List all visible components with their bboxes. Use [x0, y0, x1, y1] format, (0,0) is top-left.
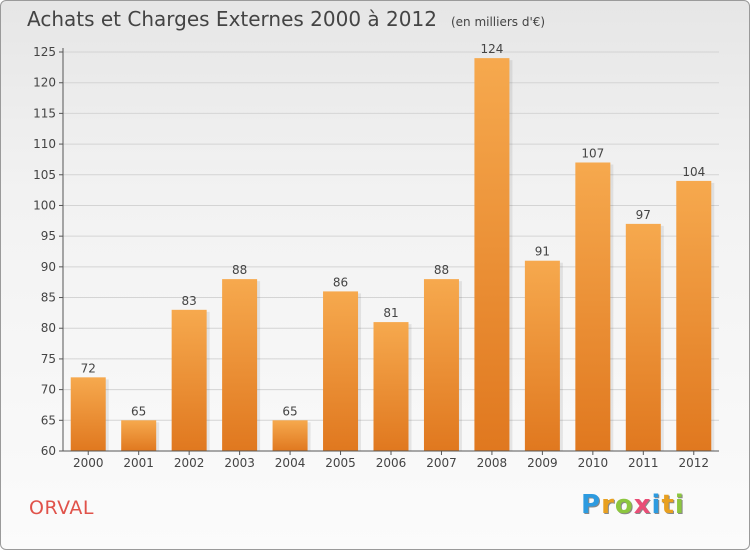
x-tick-label-2000: 2000 — [73, 456, 104, 470]
y-tick-label-60: 60 — [41, 444, 56, 458]
x-tick-label-2012: 2012 — [678, 456, 709, 470]
x-tick-label-2008: 2008 — [477, 456, 508, 470]
y-tick-label-80: 80 — [41, 321, 56, 335]
bar-2005 — [323, 291, 359, 451]
bar-layer: 72 65 83 88 65 86 81 88 124 91 107 97 104 — [70, 42, 715, 452]
logo-letter: P — [581, 490, 602, 520]
title-unit: (en milliers d'€) — [450, 15, 546, 29]
y-tick-label-115: 115 — [33, 106, 56, 120]
bar-2009 — [524, 260, 560, 451]
logo-letter: x — [633, 490, 652, 520]
x-tick-label-2009: 2009 — [527, 456, 558, 470]
bar-2000 — [70, 377, 106, 451]
data-label-2002: 83 — [182, 294, 197, 308]
y-tick-label-100: 100 — [33, 198, 56, 212]
y-tick-label-65: 65 — [41, 413, 56, 427]
data-label-2008: 124 — [480, 42, 503, 56]
x-tick-label-2003: 2003 — [224, 456, 255, 470]
bar-2001 — [121, 420, 157, 451]
bar-2010 — [575, 162, 611, 451]
logo-letter: t — [661, 490, 675, 520]
chart-title: Achats et Charges Externes 2000 à 2012 (e… — [27, 7, 545, 31]
proxiti-logo: Proxiti — [581, 490, 685, 520]
data-label-2012: 104 — [682, 165, 705, 179]
x-tick-label-2007: 2007 — [426, 456, 457, 470]
bar-2004 — [272, 420, 308, 451]
bar-2006 — [373, 322, 409, 451]
y-tick-label-125: 125 — [33, 45, 56, 59]
data-label-2004: 65 — [282, 404, 297, 418]
x-tick-label-2002: 2002 — [174, 456, 205, 470]
logo-letter: i — [674, 490, 685, 520]
y-tick-label-110: 110 — [33, 137, 56, 151]
x-tick-label-2010: 2010 — [578, 456, 609, 470]
y-tick-label-85: 85 — [41, 291, 56, 305]
logo-letter: i — [651, 490, 662, 520]
data-label-2005: 86 — [333, 275, 348, 289]
commune-name: ORVAL — [29, 497, 94, 519]
y-tick-label-105: 105 — [33, 168, 56, 182]
logo-letter: r — [601, 490, 615, 520]
title-text: Achats et Charges Externes 2000 à 2012 — [27, 7, 437, 31]
data-label-2003: 88 — [232, 263, 247, 277]
data-label-2009: 91 — [535, 245, 550, 259]
x-tick-label-2001: 2001 — [123, 456, 154, 470]
x-tick-label-2006: 2006 — [376, 456, 407, 470]
axis-layer: 60 65 70 75 80 85 90 95 100 105 110 115 120 125 2000 20… — [33, 45, 719, 470]
logo-letter: o — [614, 490, 634, 520]
data-label-2006: 81 — [383, 306, 398, 320]
x-tick-label-2005: 2005 — [325, 456, 356, 470]
data-label-2001: 65 — [131, 404, 146, 418]
x-tick-label-2011: 2011 — [628, 456, 659, 470]
bar-2003 — [222, 279, 258, 451]
bar-2002 — [171, 309, 207, 451]
y-tick-label-70: 70 — [41, 383, 56, 397]
y-tick-label-95: 95 — [41, 229, 56, 243]
data-label-2010: 107 — [581, 146, 604, 160]
data-label-2000: 72 — [81, 361, 96, 375]
bar-2007 — [423, 279, 459, 451]
x-tick-label-2004: 2004 — [275, 456, 306, 470]
y-tick-label-90: 90 — [41, 260, 56, 274]
bar-2011 — [625, 223, 661, 451]
data-label-2011: 97 — [636, 208, 651, 222]
y-tick-label-75: 75 — [41, 352, 56, 366]
y-tick-label-120: 120 — [33, 76, 56, 90]
data-label-2007: 88 — [434, 263, 449, 277]
bar-2008 — [474, 58, 510, 452]
bar-2012 — [676, 180, 712, 451]
